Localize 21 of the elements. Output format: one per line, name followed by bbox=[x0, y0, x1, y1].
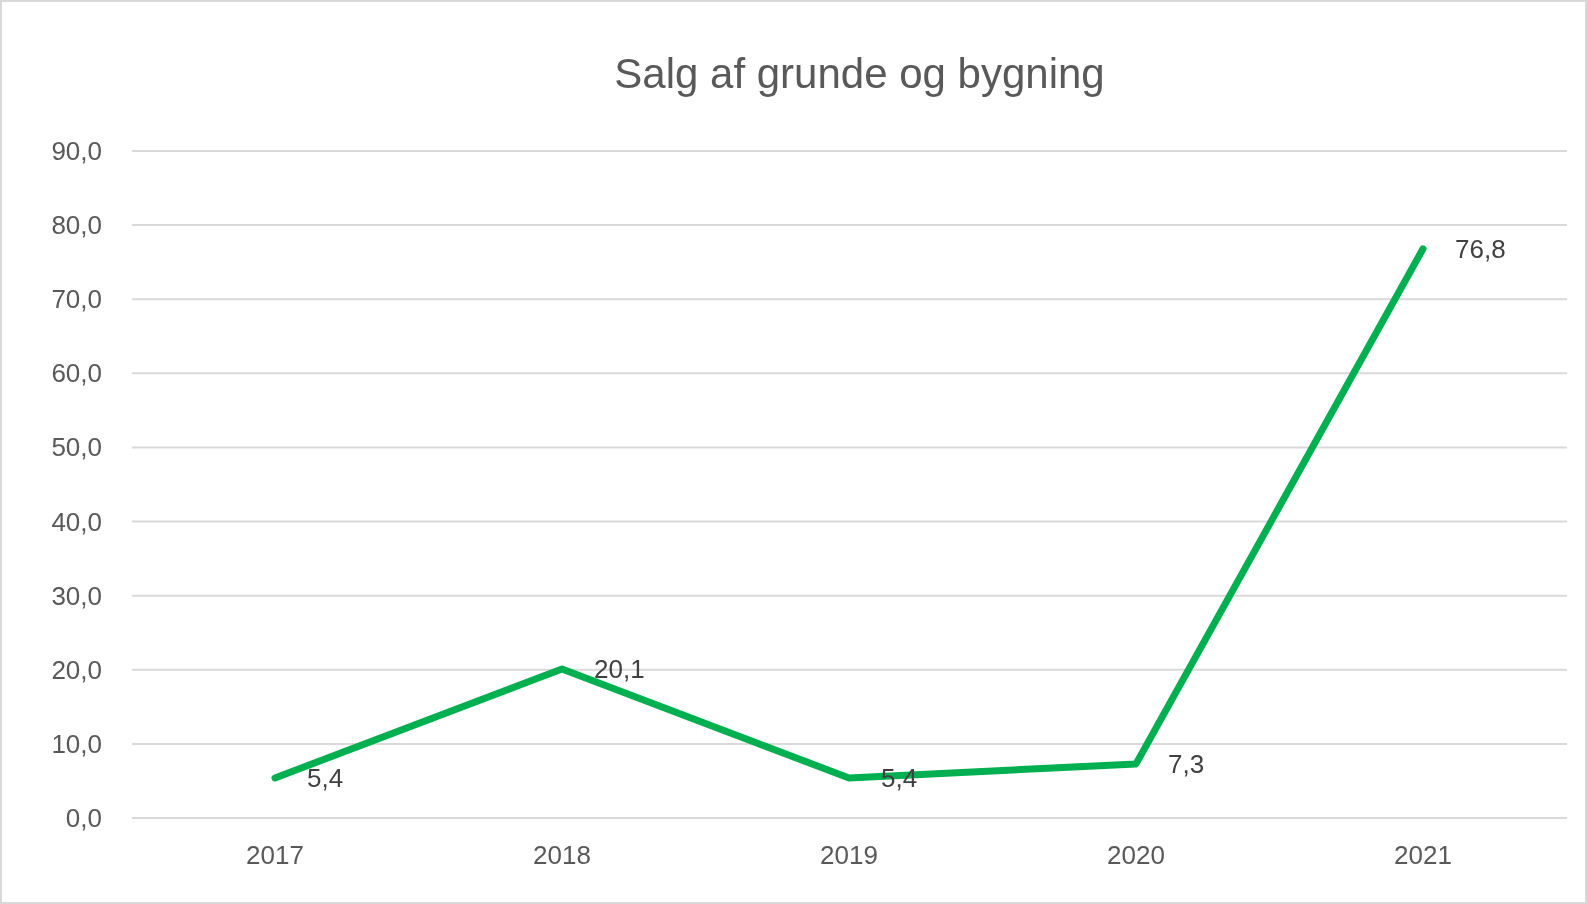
x-tick-label: 2021 bbox=[1394, 840, 1452, 870]
y-tick-label: 30,0 bbox=[51, 580, 102, 611]
y-tick-label: 20,0 bbox=[51, 654, 102, 685]
y-tick-label: 0,0 bbox=[65, 803, 102, 833]
x-tick-label: 2017 bbox=[246, 840, 304, 870]
data-label: 76,8 bbox=[1455, 233, 1506, 264]
data-label: 5,4 bbox=[307, 762, 344, 793]
y-tick-label: 60,0 bbox=[51, 358, 102, 389]
y-tick-label: 80,0 bbox=[51, 210, 102, 241]
data-label: 20,1 bbox=[594, 654, 645, 685]
y-tick-label: 70,0 bbox=[51, 284, 102, 315]
data-label: 5,4 bbox=[881, 762, 918, 793]
y-tick-label: 10,0 bbox=[51, 728, 102, 759]
y-tick-label: 90,0 bbox=[51, 136, 102, 166]
x-tick-label: 2018 bbox=[533, 840, 591, 870]
x-tick-label: 2020 bbox=[1107, 840, 1165, 870]
x-tick-label: 2019 bbox=[820, 840, 878, 870]
data-label: 7,3 bbox=[1168, 748, 1205, 779]
chart-title: Salg af grunde og bygning bbox=[614, 50, 1105, 97]
y-tick-label: 50,0 bbox=[51, 432, 102, 463]
y-tick-label: 40,0 bbox=[51, 506, 102, 537]
